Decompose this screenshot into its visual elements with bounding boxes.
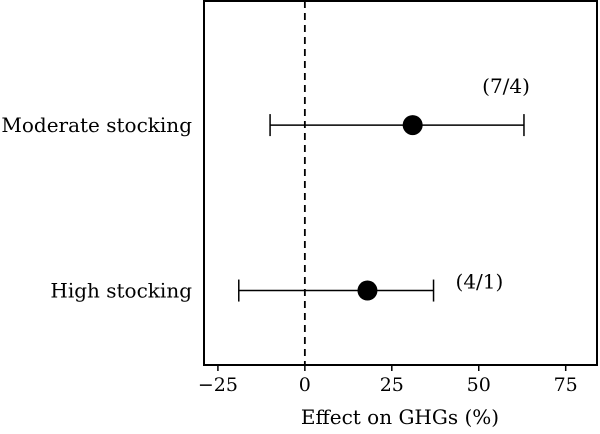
forest-rows: Moderate stocking (7/4) High stocking (4/1) [1, 74, 530, 302]
x-tick-label: 0 [299, 374, 311, 396]
row-label: High stocking [50, 279, 192, 303]
x-tick-label: 25 [380, 374, 404, 396]
x-axis-ticks: −25 0 25 50 75 [198, 365, 578, 396]
x-tick-label: 75 [554, 374, 578, 396]
row-annotation: (4/1) [456, 270, 504, 294]
x-tick-label: 50 [467, 374, 491, 396]
plot-frame [203, 0, 598, 366]
forest-row: Moderate stocking (7/4) [1, 74, 530, 137]
point-estimate [402, 115, 423, 136]
row-label: Moderate stocking [1, 113, 192, 137]
forest-row: High stocking (4/1) [50, 270, 503, 303]
x-axis-label: Effect on GHGs (%) [301, 405, 499, 429]
row-annotation: (7/4) [482, 74, 530, 98]
point-estimate [357, 280, 378, 301]
x-tick-label: −25 [198, 374, 238, 396]
